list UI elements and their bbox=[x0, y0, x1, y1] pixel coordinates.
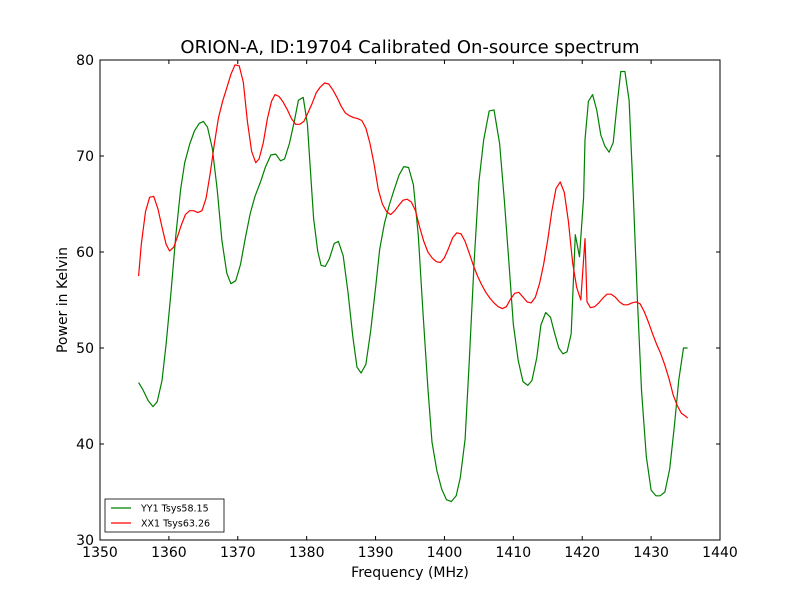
series-line-xx1 bbox=[138, 64, 689, 419]
x-tick-label: 1420 bbox=[564, 545, 600, 561]
x-tick-label: 1430 bbox=[633, 545, 669, 561]
series-line-yy1 bbox=[138, 70, 688, 503]
x-tick-label: 1360 bbox=[151, 545, 187, 561]
x-tick-label: 1410 bbox=[496, 545, 532, 561]
series-layer bbox=[138, 64, 689, 503]
y-tick-label: 80 bbox=[76, 53, 94, 69]
x-tick-label: 1440 bbox=[702, 545, 738, 561]
y-tick-label: 30 bbox=[76, 533, 94, 549]
y-tick-label: 60 bbox=[76, 245, 94, 261]
legend-label-yy1: YY1 Tsys58.15 bbox=[140, 504, 209, 515]
x-axis-label: Frequency (MHz) bbox=[351, 565, 469, 581]
legend-label-xx1: XX1 Tsys63.26 bbox=[141, 519, 210, 530]
legend-box bbox=[104, 498, 225, 533]
ticks-layer: 1350 1360 1370 1380 1390 1400 1410 1420 1430 1440… bbox=[76, 53, 738, 561]
y-tick-label: 70 bbox=[76, 149, 94, 165]
x-tick-label: 1350 bbox=[82, 545, 118, 561]
y-axis-label: Power in Kelvin bbox=[55, 247, 71, 353]
x-tick-label: 1400 bbox=[427, 545, 463, 561]
x-tick-label: 1380 bbox=[289, 545, 325, 561]
chart-title: ORION-A, ID:19704 Calibrated On-source s… bbox=[180, 37, 639, 58]
legend: YY1 Tsys58.15 XX1 Tsys63.26 bbox=[104, 498, 225, 533]
x-tick-label: 1390 bbox=[358, 545, 394, 561]
x-tick-label: 1370 bbox=[220, 545, 256, 561]
y-tick-label: 50 bbox=[76, 341, 94, 357]
plot-frame bbox=[99, 59, 721, 541]
y-tick-label: 40 bbox=[76, 437, 94, 453]
plot-area bbox=[100, 60, 720, 540]
